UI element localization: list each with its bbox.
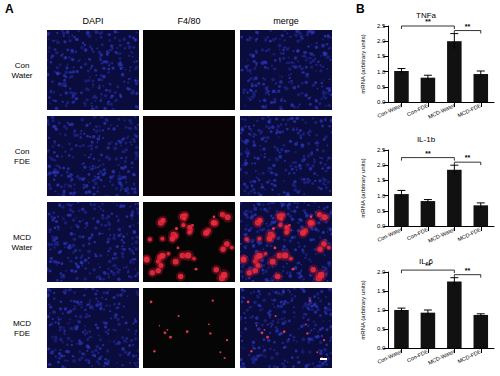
svg-text:0.0: 0.0 [377,99,386,105]
svg-text:1.5: 1.5 [377,288,386,294]
svg-text:2.0: 2.0 [377,162,386,168]
svg-text:0.5: 0.5 [377,84,386,90]
svg-text:Con: Con [15,147,30,156]
svg-text:0.5: 0.5 [377,326,386,332]
svg-text:**: ** [465,23,471,30]
svg-text:Con-FDE: Con-FDE [406,226,430,241]
svg-text:A: A [5,2,14,16]
svg-text:MCD-Water: MCD-Water [427,102,456,120]
svg-text:Water: Water [11,243,32,252]
svg-text:0.0: 0.0 [377,223,386,229]
svg-text:MCD: MCD [13,319,31,328]
svg-text:Con: Con [15,61,30,70]
svg-text:MCD-FDE: MCD-FDE [457,348,483,364]
html-text:B: B [356,2,365,16]
svg-text:2.5: 2.5 [377,23,386,29]
svg-text:2.0: 2.0 [377,38,386,44]
svg-text:Con-FDE: Con-FDE [406,348,430,363]
svg-text:Con-Water: Con-Water [376,348,403,365]
svg-text:Con-Water: Con-Water [376,102,403,119]
svg-text:Con-FDE: Con-FDE [406,102,430,117]
svg-text:F4/80: F4/80 [177,16,200,26]
svg-text:IL-1b: IL-1b [417,135,436,144]
svg-text:MCD-Water: MCD-Water [427,226,456,244]
svg-text:Water: Water [11,71,32,80]
svg-text:0.5: 0.5 [377,208,386,214]
svg-text:1.0: 1.0 [377,307,386,313]
svg-text:1.5: 1.5 [377,177,386,183]
svg-text:mRNA (arbitrary units): mRNA (arbitrary units) [360,34,366,93]
svg-text:MCD-Water: MCD-Water [427,348,456,366]
svg-text:DAPI: DAPI [82,16,103,26]
svg-text:MCD: MCD [13,233,31,242]
svg-text:MCD-FDE: MCD-FDE [457,102,483,118]
svg-text:mRNA (arbitrary units): mRNA (arbitrary units) [360,158,366,217]
svg-text:1.0: 1.0 [377,193,386,199]
svg-text:2.5: 2.5 [377,147,386,153]
svg-text:**: ** [465,267,471,274]
svg-text:Con-Water: Con-Water [376,226,403,243]
svg-text:IL-6: IL-6 [419,257,433,266]
svg-text:**: ** [425,150,431,157]
svg-text:FDE: FDE [14,329,30,338]
svg-text:TNFa: TNFa [416,11,437,20]
svg-text:1.5: 1.5 [377,53,386,59]
svg-text:merge: merge [273,16,299,26]
svg-text:1.0: 1.0 [377,69,386,75]
svg-text:mRNA (arbitrary units): mRNA (arbitrary units) [360,280,366,339]
svg-text:**: ** [465,154,471,161]
svg-text:2.0: 2.0 [377,269,386,275]
svg-text:MCD-FDE: MCD-FDE [457,226,483,242]
svg-text:FDE: FDE [14,157,30,166]
svg-text:0.0: 0.0 [377,345,386,351]
